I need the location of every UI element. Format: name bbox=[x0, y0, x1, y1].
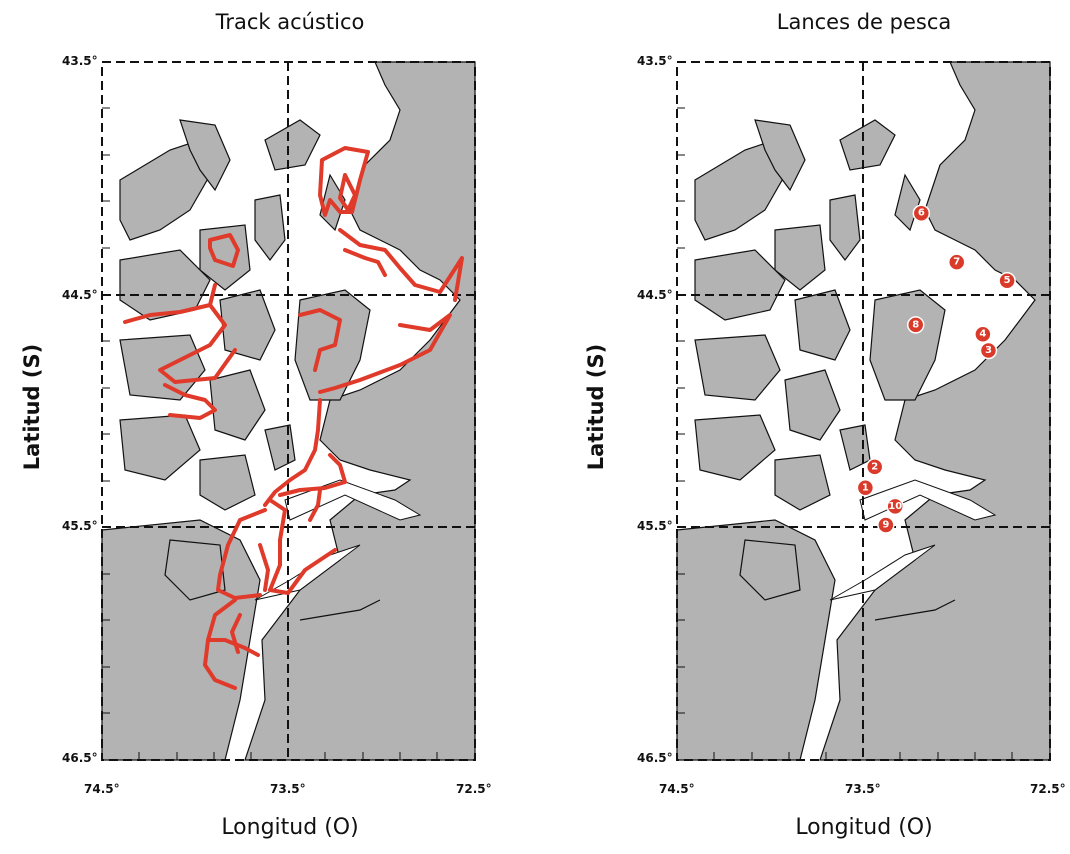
haul-marker: 4 bbox=[974, 325, 992, 343]
lon-ticks bbox=[138, 752, 438, 760]
haul-marker-label: 10 bbox=[888, 501, 902, 512]
haul-marker: 10 bbox=[886, 497, 904, 516]
lat-ticks bbox=[677, 107, 685, 714]
haul-marker-label: 7 bbox=[953, 257, 960, 268]
fishing-hauls: 12 3 4 5 6 7 8 9 10 bbox=[856, 204, 1016, 534]
right-x-axis-title: Longitud (O) bbox=[795, 815, 933, 840]
right-lat-tick-label: 43.5° bbox=[637, 54, 673, 68]
haul-marker-label: 2 bbox=[871, 461, 878, 472]
haul-marker: 3 bbox=[979, 341, 998, 360]
haul-marker: 8 bbox=[906, 316, 925, 334]
right-lon-tick-label: 72.5° bbox=[1030, 782, 1066, 796]
haul-marker-label: 8 bbox=[912, 319, 919, 330]
left-lat-tick-label: 46.5° bbox=[62, 751, 98, 765]
haul-marker-label: 3 bbox=[985, 345, 992, 356]
lon-ticks bbox=[713, 752, 1013, 760]
left-lon-tick-label: 74.5° bbox=[84, 782, 120, 796]
left-lat-tick-label: 43.5° bbox=[62, 54, 98, 68]
haul-marker-label: 4 bbox=[979, 329, 986, 340]
haul-marker-circle bbox=[886, 497, 904, 516]
left-lon-tick-label: 72.5° bbox=[456, 782, 492, 796]
map-frame bbox=[676, 61, 1051, 761]
right-lat-tick-label: 45.5° bbox=[637, 519, 673, 533]
right-lat-tick-label: 46.5° bbox=[637, 751, 673, 765]
right-panel-title: Lances de pesca bbox=[776, 10, 952, 34]
left-lat-tick-label: 44.5° bbox=[62, 288, 98, 302]
haul-marker: 2 bbox=[865, 458, 884, 476]
haul-marker-circle bbox=[979, 341, 998, 360]
haul-marker-label: 9 bbox=[882, 520, 889, 531]
haul-marker-label: 1 bbox=[862, 482, 869, 493]
haul-marker: 6 bbox=[912, 204, 931, 222]
right-lon-tick-label: 73.5° bbox=[845, 782, 881, 796]
right-lon-tick-label: 74.5° bbox=[659, 782, 695, 796]
left-x-axis-title: Longitud (O) bbox=[221, 815, 359, 840]
right-lat-tick-label: 44.5° bbox=[637, 288, 673, 302]
left-lon-tick-label: 73.5° bbox=[270, 782, 306, 796]
haul-marker-label: 6 bbox=[918, 208, 925, 219]
haul-marker-circle bbox=[856, 479, 875, 497]
haul-marker: 7 bbox=[948, 253, 966, 271]
left-lat-tick-label: 45.5° bbox=[62, 519, 98, 533]
haul-marker-circle bbox=[877, 516, 895, 534]
haul-marker-circle bbox=[865, 458, 884, 476]
haul-marker-circle bbox=[906, 316, 925, 334]
acoustic-track bbox=[123, 146, 464, 690]
lat-ticks bbox=[102, 107, 110, 714]
haul-marker: 1 bbox=[856, 479, 875, 497]
haul-marker-circle bbox=[974, 325, 992, 343]
right-map-panel: 12 3 4 5 6 7 8 9 10 bbox=[676, 61, 1051, 761]
left-panel-title: Track acústico bbox=[215, 10, 365, 34]
haul-marker-circle bbox=[998, 271, 1016, 290]
haul-marker-circle bbox=[912, 204, 931, 222]
haul-marker: 5 bbox=[998, 271, 1016, 290]
haul-marker: 9 bbox=[877, 516, 895, 534]
left-map-panel bbox=[101, 61, 476, 761]
map-frame bbox=[101, 61, 476, 761]
haul-marker-label: 5 bbox=[1004, 275, 1011, 286]
haul-marker-circle bbox=[948, 253, 966, 271]
